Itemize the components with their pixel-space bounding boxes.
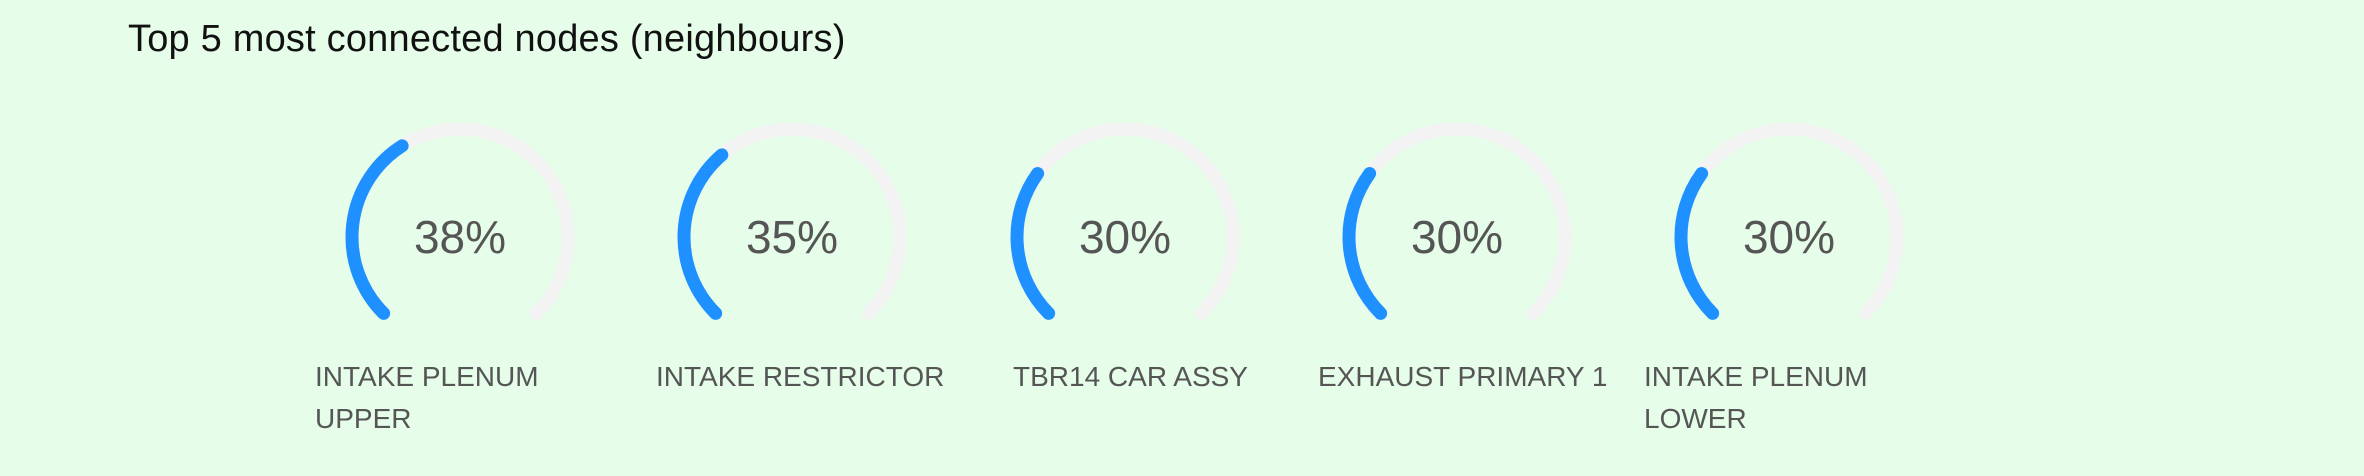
gauge-label: INTAKE PLENUM LOWER — [1644, 361, 1868, 434]
gauge-fill — [345, 139, 409, 320]
chart-title: Top 5 most connected nodes (neighbours) — [128, 18, 846, 60]
gauge-value: 35% — [745, 211, 839, 263]
gauge-fill — [1674, 167, 1720, 320]
gauge-arc — [1010, 122, 1240, 320]
gauge-arc — [677, 122, 907, 320]
gauge-arc — [1342, 122, 1572, 320]
gauge-label: EXHAUST PRIMARY 1 — [1318, 361, 1608, 392]
gauge-arc — [1674, 122, 1904, 320]
gauge-fill — [677, 148, 729, 320]
gauge-value: 30% — [1410, 211, 1504, 263]
gauge-value: 38% — [413, 211, 507, 263]
gauge-arc — [345, 122, 575, 320]
gauge-value: 30% — [1078, 211, 1172, 263]
gauge-label: TBR14 CAR ASSY — [1013, 361, 1248, 392]
gauge-label: INTAKE PLENUM UPPER — [315, 361, 539, 434]
gauge-label: INTAKE RESTRICTOR — [656, 361, 945, 392]
gauge-fill — [1010, 167, 1056, 320]
gauge-value: 30% — [1742, 211, 1836, 263]
gauge-fill — [1342, 167, 1388, 320]
